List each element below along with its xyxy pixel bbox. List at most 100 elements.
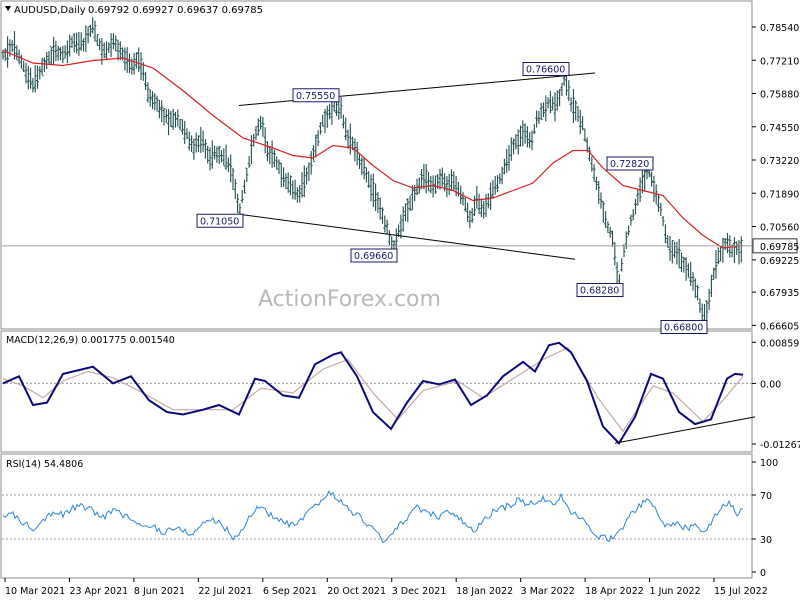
ohlc-bar (36, 65, 39, 89)
ohlc-bar (445, 176, 449, 198)
x-tick-label: 3 Mar 2022 (521, 586, 575, 597)
ohlc-bar (236, 193, 240, 214)
ohlc-bar (689, 261, 693, 286)
ohlc-bar (544, 95, 548, 122)
ohlc-bar (217, 145, 221, 165)
ohlc-bar (569, 97, 573, 112)
ohlc-bar (358, 153, 361, 170)
macd-tick-label: 0.00 (760, 379, 781, 390)
ohlc-bar (719, 245, 723, 262)
ohlc-bar (486, 193, 490, 209)
ohlc-bar (709, 274, 713, 297)
price-panel-header: AUDUSD,Daily 0.69792 0.69927 0.69637 0.6… (5, 5, 263, 16)
ohlc-bar (576, 106, 580, 122)
ohlc-bar (475, 186, 479, 209)
ohlc-bar (233, 178, 237, 200)
ohlc-bar (63, 45, 67, 59)
ohlc-bar (482, 200, 486, 219)
ohlc-bar (155, 95, 159, 112)
moving-average-line (2, 49, 744, 249)
price-tick-label: 0.78540 (760, 23, 799, 34)
rsi-title: RSI(14) 54.4806 (6, 459, 83, 470)
ohlc-bar (496, 175, 499, 193)
price-annotation-box (576, 283, 624, 297)
rsi-chart: RSI(14) 54.4806 100 70 30 0 (2, 458, 778, 579)
ohlc-bar (231, 167, 235, 191)
ohlc-bar (289, 175, 292, 196)
ohlc-bar (463, 197, 467, 212)
symbol-label: AUDUSD,Daily (14, 5, 86, 16)
ohlc-bar (107, 42, 111, 53)
chart-collapse-triangle-icon[interactable] (5, 6, 11, 11)
rsi-line (2, 490, 743, 544)
ohlc-bar (707, 288, 711, 311)
ohlc-bar (52, 36, 56, 65)
ohlc-bar (323, 108, 327, 134)
ohlc-bar (650, 171, 654, 187)
price-tick-label: 0.71890 (760, 189, 799, 200)
ohlc-bar (116, 39, 120, 61)
ohlc-bar (328, 103, 332, 120)
ohlc-bar (537, 110, 541, 124)
ohlc-bar (663, 224, 667, 244)
ohlc-bar (208, 147, 212, 171)
ohlc-bar (229, 154, 233, 183)
ohlc-bar (657, 193, 660, 213)
ohlc-bar (197, 135, 200, 153)
macd-signal-line (2, 346, 744, 433)
ohlc-bar (307, 162, 311, 182)
ohlc-bar (631, 208, 635, 221)
ohlc-bar (512, 138, 516, 155)
ohlc-bar (470, 207, 474, 223)
price-annotation-label: 0.66800 (664, 323, 703, 334)
ohlc-bar (15, 45, 19, 61)
ohlc-bar (528, 132, 532, 149)
ohlc-bar (369, 174, 373, 202)
ohlc-bar (680, 252, 683, 273)
ohlc-bar (473, 195, 476, 217)
ohlc-bar (374, 183, 378, 212)
ohlc-bar (54, 40, 58, 62)
macd-chart: MACD(12,26,9) 0.001775 0.001540 0.008596 0… (2, 335, 800, 451)
ohlc-bar (79, 32, 83, 51)
ohlc-bar (339, 97, 343, 119)
current-price-box (752, 238, 798, 254)
ohlc-bar (61, 45, 65, 64)
ohlc-bar (178, 118, 182, 131)
ohlc-bar (523, 123, 527, 144)
ohlc-bar (461, 191, 465, 206)
ohlc-bar (620, 258, 624, 272)
ohlc-bar (611, 230, 614, 247)
x-axis: 10 Mar 2021 23 Apr 2021 8 Jun 2021 22 Jul 2… (4, 578, 768, 597)
ohlc-bar (737, 240, 741, 265)
ohlc-bar (629, 214, 633, 226)
ohlc-bar (199, 126, 203, 153)
ohlc-bar (243, 179, 246, 194)
price-annotation-label: 0.72820 (610, 159, 649, 170)
ohlc-bar (279, 162, 283, 188)
ohlc-bar (420, 168, 424, 189)
ohlc-bar (716, 247, 720, 265)
ohlc-bar (447, 173, 451, 195)
ohlc-bar (226, 157, 230, 173)
ohlc-bar (726, 233, 729, 253)
ohlc-bar (118, 41, 122, 61)
ohlc-bar (696, 284, 700, 301)
price-chart: 0.78540 0.77210 0.75880 0.74550 0.73220 0.718… (1, 17, 799, 334)
current-price-label: 0.69785 (760, 242, 799, 253)
ohlc-bar (261, 117, 265, 137)
ohlc-bar (86, 26, 90, 44)
trendline-upper (238, 72, 596, 106)
ohlc-bar (82, 38, 85, 52)
ohlc-bar (146, 82, 150, 103)
ohlc-bar (47, 51, 51, 65)
ohlc-bar (157, 99, 161, 119)
ohlc-values: 0.69792 0.69927 0.69637 0.69785 (88, 5, 263, 16)
price-annotation: 0.72820 (606, 156, 654, 171)
price-tick-label: 0.73220 (760, 156, 799, 167)
price-tick-label: 0.67935 (760, 288, 799, 299)
ohlc-bar (401, 206, 405, 232)
ohlc-bar (183, 120, 187, 144)
ohlc-bar (548, 90, 552, 114)
ohlc-bar (532, 124, 536, 135)
